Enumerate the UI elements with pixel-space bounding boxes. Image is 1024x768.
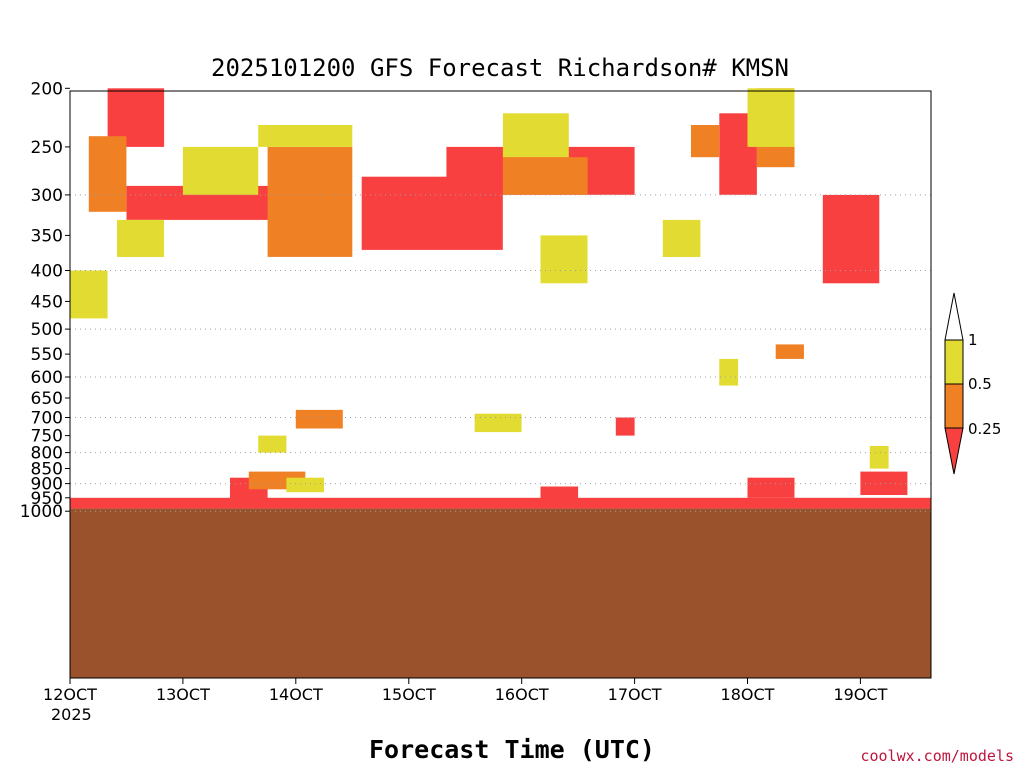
heatmap-cell-r-0-25-0-5-11 (88, 136, 127, 212)
heatmap-cell-r-0-5-1-28 (474, 413, 522, 433)
colorbar-segment-0-25-0-5 (944, 383, 964, 429)
heatmap-cell-r-0-5-1-24 (540, 235, 588, 284)
y-tick-label-250: 250 (31, 138, 63, 158)
colorbar: 1 0.5 0.25 (944, 292, 1001, 475)
y-tick-label-300: 300 (31, 186, 63, 206)
surface-low-ri-band (70, 497, 931, 509)
heatmap-cell-lt-0-25-6 (615, 417, 635, 436)
y-tick-label-600: 600 (31, 368, 63, 388)
y-tick-label-500: 500 (31, 320, 63, 340)
heatmap-cell-r-0-5-1-30 (719, 358, 739, 386)
y-tick-label-450: 450 (31, 292, 63, 312)
heatmap-cell-r-0-25-0-5-12 (267, 146, 353, 257)
x-year-label: 2025 (51, 705, 92, 724)
heatmap-cell-r-0-25-0-5-14 (691, 125, 720, 158)
y-tick-label-850: 850 (31, 460, 63, 480)
y-tick-label-650: 650 (31, 389, 63, 409)
grid-lines (70, 194, 931, 512)
x-tick-label-5: 17OCT (608, 685, 662, 704)
x-axis-title: Forecast Time (UTC) (369, 735, 655, 764)
heatmap-cell-r-0-5-1-20 (117, 219, 164, 257)
y-tick-label-400: 400 (31, 262, 63, 282)
x-tick-label-3: 15OCT (382, 685, 436, 704)
y-tick-label-1000: 1000 (20, 502, 63, 522)
heatmap-cell-r-0-5-1-21 (182, 146, 259, 195)
chart-title: 2025101200 GFS Forecast Richardson# KMSN (211, 54, 789, 82)
heatmap-cell-r-0-25-0-5-18 (775, 344, 804, 359)
credit-label: coolwx.com/models (860, 747, 1014, 765)
x-tick-label-2: 14OCT (269, 685, 323, 704)
y-axis: 200 250 300 350 400 450 500 550 6006507007508008… (20, 79, 70, 522)
x-tick-label-7: 19OCT (833, 685, 887, 704)
heatmap-cell-r-0-5-1-31 (869, 446, 889, 469)
x-tick-label-6: 18OCT (721, 685, 775, 704)
heatmap-cell-r-0-5-1-25 (662, 219, 701, 257)
plot-frame (69, 90, 932, 679)
x-tick-label-0: 12OCT (43, 685, 97, 704)
heatmap-cell-lt-0-25-5 (822, 194, 880, 284)
y-tick-label-900: 900 (31, 475, 63, 495)
surface-layer (70, 497, 931, 678)
heatmap-cell-lt-0-25-10 (860, 471, 908, 495)
colorbar-level-label-2: 0.25 (968, 420, 1001, 438)
colorbar-level-label-0: 1 (968, 331, 978, 349)
y-tick-label-750: 750 (31, 427, 63, 447)
heatmap-cell-r-0-25-0-5-13 (502, 157, 588, 195)
heatmap-cell-r-0-5-1-23 (502, 113, 569, 158)
y-tick-label-950: 950 (31, 489, 63, 509)
heatmap-cell-r-0-5-1-26 (747, 88, 795, 147)
heatmap-cell-r-0-5-1-19 (70, 270, 108, 319)
colorbar-segment-gt-1 (944, 292, 964, 341)
heatmap-cell-r-0-5-1-22 (258, 125, 353, 147)
y-tick-label-200: 200 (31, 79, 63, 99)
colorbar-level-label-1: 0.5 (968, 375, 992, 393)
heatmap-cell-r-0-5-1-29 (286, 477, 324, 493)
heatmap-cell-r-0-5-1-27 (258, 435, 287, 453)
y-tick-label-700: 700 (31, 409, 63, 429)
colorbar-segment-0-5-1 (944, 339, 964, 385)
heatmap-cell-r-0-25-0-5-16 (295, 409, 343, 429)
colorbar-segment-lt-0-25 (944, 427, 964, 475)
terrain-fill (70, 508, 931, 678)
y-tick-label-800: 800 (31, 444, 63, 464)
heatmap-regions (70, 88, 908, 501)
heatmap-cell-lt-0-25-8 (540, 486, 579, 501)
y-tick-label-350: 350 (31, 226, 63, 246)
x-tick-label-4: 16OCT (495, 685, 549, 704)
x-tick-label-1: 13OCT (156, 685, 210, 704)
y-tick-label-550: 550 (31, 345, 63, 365)
heatmap-cell-lt-0-25-9 (747, 477, 795, 498)
x-axis: 12OCT 13OCT 14OCT 15OCT 16OCT 17OCT 18OCT 19OCT (43, 678, 888, 704)
